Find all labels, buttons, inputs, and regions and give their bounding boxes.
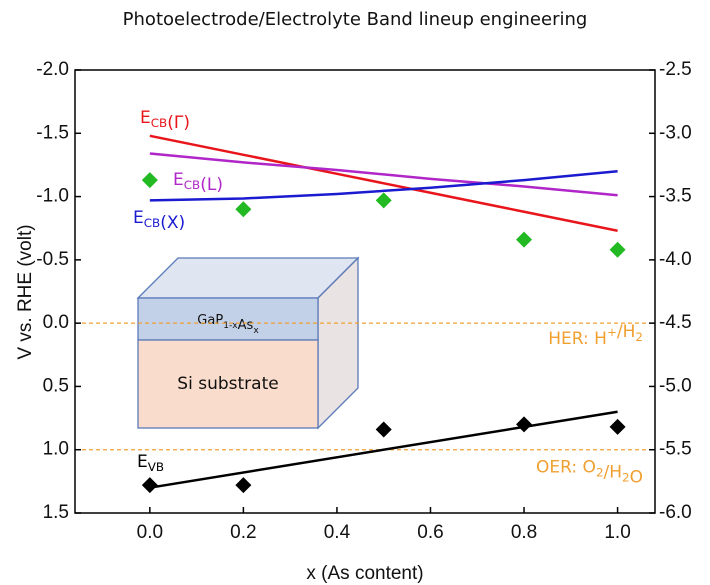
inset-diagram [136, 256, 360, 430]
reference-label: HER: H+/H2 [548, 322, 643, 349]
x-tick-label: 0.0 [137, 522, 163, 543]
label-sub: 1-x [223, 321, 238, 331]
series-label: ECB(L) [173, 170, 223, 195]
y-tick-label: -1.5 [36, 122, 69, 143]
diamond-marker [235, 477, 252, 494]
y2-tick-label: -6.0 [659, 502, 692, 523]
label-part: GaP [197, 313, 223, 328]
label-part: As [238, 318, 254, 333]
y2-tick-label: -4.5 [659, 312, 692, 333]
x-tick-label: 0.2 [230, 522, 256, 543]
label-sub: 2 [596, 465, 604, 479]
label-sub: CB [151, 116, 167, 130]
y-tick-label: -0.5 [36, 249, 69, 270]
label-part: /H [617, 322, 636, 342]
label-sub: 2 [622, 470, 630, 484]
substrate-face [137, 339, 319, 429]
label-sub: 2 [635, 330, 643, 344]
series-line [149, 410, 618, 489]
label-sub: VB [148, 460, 164, 474]
y2-tick-label: -5.5 [659, 439, 692, 460]
y2-tick-label: -4.0 [659, 249, 692, 270]
series-line [149, 152, 618, 197]
y-tick-label: 0.5 [43, 375, 69, 396]
diamond-marker [375, 421, 392, 438]
label-part: E [173, 170, 184, 190]
x-tick-label: 0.6 [417, 522, 443, 543]
diamond-marker [609, 241, 626, 258]
label-sub: x [253, 326, 259, 336]
y-axis-label: V vs. RHE (volt) [15, 224, 36, 359]
label-part: E [133, 208, 144, 228]
x-axis-label: x (As content) [306, 563, 423, 584]
label-sup: + [607, 325, 617, 339]
y-tick-label: 1.5 [43, 502, 69, 523]
label-part: (L) [200, 175, 223, 195]
y2-tick-label: -3.5 [659, 186, 692, 207]
x-tick-label: 0.4 [324, 522, 351, 543]
label-sub: CB [184, 178, 200, 192]
y-tick-label: 1.0 [43, 439, 69, 460]
diamond-marker [141, 477, 158, 494]
diamond-marker [516, 231, 533, 248]
diamond-marker [375, 192, 392, 209]
series-label: EVB [137, 452, 164, 474]
y2-tick-label: -2.5 [659, 59, 692, 80]
series-label: ECB(Γ) [140, 108, 190, 133]
series-label: ECB(X) [133, 208, 185, 233]
y2-tick-label: -3.0 [659, 122, 692, 143]
y2-tick-label: -5.0 [659, 375, 692, 396]
series-line [149, 170, 618, 202]
chart-title: Photoelectrode/Electrolyte Band lineup e… [123, 9, 588, 30]
reference-label: OER: O2/H2O [536, 458, 643, 488]
diamond-marker [235, 201, 252, 218]
y-tick-label: 0.0 [43, 312, 69, 333]
plot-frame [74, 69, 656, 514]
label-part: O [630, 468, 643, 488]
label-part: /H [604, 463, 623, 483]
diamond-marker [609, 418, 626, 435]
x-tick-label: 1.0 [604, 522, 630, 543]
label-part: E [137, 452, 148, 472]
layer-face [137, 297, 319, 341]
y-tick-label: -1.0 [36, 186, 69, 207]
diamond-marker [141, 172, 158, 189]
label-sub: CB [144, 216, 160, 230]
x-tick-label: 0.8 [511, 522, 537, 543]
label-part: HER: H [548, 329, 607, 349]
series-line [149, 134, 618, 232]
substrate-label: Si substrate [177, 374, 278, 394]
label-part: E [140, 108, 151, 128]
label-part: OER: O [536, 458, 596, 478]
label-part: (Γ) [167, 113, 190, 133]
y-tick-label: -2.0 [36, 59, 69, 80]
diamond-marker [516, 416, 533, 433]
label-part: (X) [160, 213, 185, 233]
